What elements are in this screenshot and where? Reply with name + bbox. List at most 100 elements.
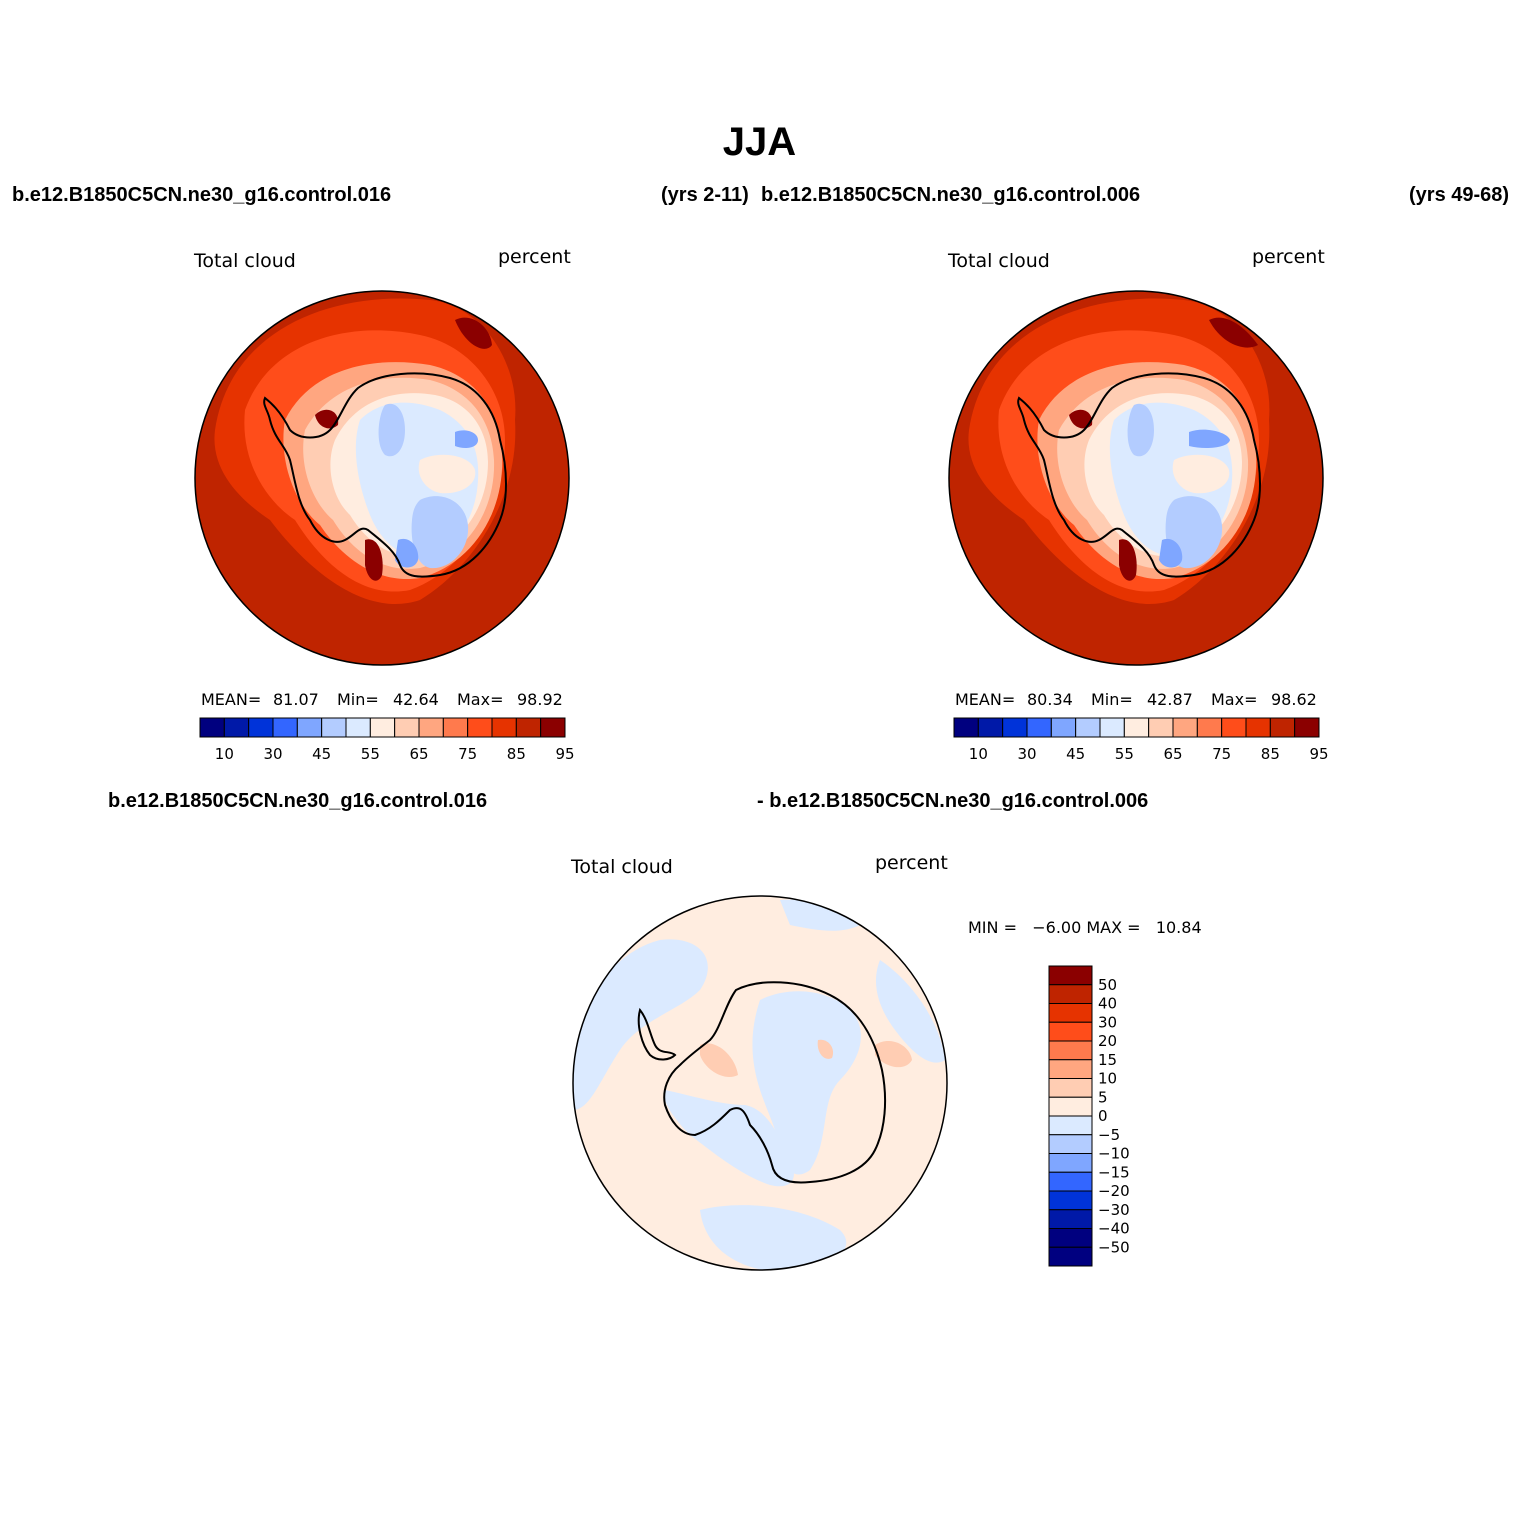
diff-header-right: - b.e12.B1850C5CN.ne30_g16.control.006 (757, 790, 1149, 812)
panel2-colorbar: 10 30 45 55 65 75 85 95 (953, 717, 1329, 763)
panel1-colorbar-box (442, 717, 469, 738)
panel2-colorbar-tick-label: 85 (1261, 745, 1280, 763)
panel1-colorbar-box (272, 717, 298, 738)
panel2-colorbar-tick-label: 65 (1163, 745, 1182, 763)
panel2-interior-light-patch (1172, 454, 1230, 494)
panel1-colorbar-box (369, 717, 396, 738)
diff-colorbar-box (1048, 1003, 1093, 1023)
diff-colorbar-box (1048, 1096, 1093, 1117)
diff-positive-spot-1 (875, 1040, 912, 1068)
panel2-colorbar-box (1099, 717, 1125, 738)
panel1-colorbar-tick-label: 75 (458, 745, 477, 763)
diff-colorbar-box (1048, 984, 1093, 1004)
diff-units-label: percent (875, 852, 948, 874)
panel1-colorbar-box (540, 717, 566, 738)
panel1-interior-blue-2 (378, 403, 469, 569)
diff-colorbar-tick-label: −40 (1098, 1220, 1130, 1238)
panel2-variable-label: Total cloud (948, 250, 1050, 272)
panel1-hotspot-3 (315, 409, 339, 429)
panel1-colorbar-tick-label: 85 (507, 745, 526, 763)
panel1-max-value: 98.92 (517, 690, 563, 709)
panel1-colorbar-box (296, 717, 323, 738)
panel2-colorbar-tick-label: 95 (1309, 745, 1328, 763)
panel2-units-label: percent (1252, 246, 1325, 268)
panel1-colorbar-tick-label: 45 (312, 745, 331, 763)
diff-colorbar-box (1048, 1209, 1093, 1229)
diff-colorbar-box (1048, 1153, 1093, 1173)
panel1-colorbar-box (223, 717, 250, 738)
panel2-mean-label: MEAN= (955, 690, 1016, 709)
panel2-min-value: 42.87 (1147, 690, 1193, 709)
diff-colorbar-box (1048, 1228, 1093, 1248)
panel1-max-label: Max= (457, 690, 504, 709)
panel1-units-label: percent (498, 246, 571, 268)
diff-colorbar-tick-label: −20 (1098, 1182, 1130, 1200)
panel2-interior-blue-3 (1159, 429, 1230, 568)
diff-colorbar-box (1048, 1115, 1093, 1136)
panel2-colorbar-box (977, 717, 1004, 738)
case1-name: b.e12.B1850C5CN.ne30_g16.control.016 (12, 184, 392, 206)
panel2-map-border (948, 290, 1324, 666)
diff-negative-region-2 (664, 1090, 794, 1187)
diff-colorbar-box (1048, 1246, 1093, 1267)
diff-colorbar-tick-label: 15 (1098, 1051, 1117, 1069)
panel1-colorbar-box (515, 717, 542, 738)
panel2-interior-blue-2 (1127, 403, 1223, 569)
panel1-mean-label: MEAN= (201, 690, 262, 709)
diff-antarctica-coast (637, 981, 887, 1184)
panel2-hotspot-3 (1069, 409, 1093, 429)
diff-negative-region-5 (875, 960, 945, 1063)
panel1-colorbar-box (467, 717, 493, 738)
diff-colorbar-box (1048, 1134, 1093, 1154)
panel1-hotspot-1 (365, 539, 383, 581)
panel2-antarctica-coast (1017, 372, 1261, 578)
diff-negative-region-1 (573, 939, 708, 1110)
panel2-colorbar-box (1148, 717, 1174, 738)
panel1-min-label: Min= (337, 690, 379, 709)
panel2-polar-map (949, 291, 1323, 665)
panel1-colorbar-tick-label: 95 (555, 745, 574, 763)
panel2-colorbar-tick-label: 55 (1115, 745, 1134, 763)
panel1-min-value: 42.64 (393, 690, 439, 709)
panel1-colorbar-tick-label: 55 (361, 745, 380, 763)
diff-colorbar-box (1048, 965, 1093, 986)
panel1-variable-label: Total cloud (194, 250, 296, 272)
diff-colorbar-tick-label: 20 (1098, 1032, 1117, 1050)
panel1-colorbar-box (199, 717, 225, 738)
diff-positive-spot-3 (817, 1039, 834, 1059)
panel1-colorbar-box (345, 717, 371, 738)
panel1-colorbar-box (394, 717, 420, 738)
panel2-colorbar-tick-label: 30 (1017, 745, 1036, 763)
panel2-colorbar-box (1294, 717, 1320, 738)
panel2-hotspot-2 (1209, 317, 1258, 348)
panel2-colorbar-box (1026, 717, 1052, 738)
diff-colorbar-box (1048, 1040, 1093, 1061)
diff-negative-region-4 (700, 1205, 847, 1270)
panel1-colorbar: 10 30 45 55 65 75 85 95 (199, 717, 575, 763)
panel2-colorbar-tick-label: 10 (969, 745, 988, 763)
case2-years: (yrs 49-68) (1409, 184, 1510, 206)
diff-colorbar-tick-label: −10 (1098, 1145, 1130, 1163)
diff-colorbar-tick-label: 0 (1098, 1107, 1108, 1125)
panel1-interior-blue-3 (395, 430, 478, 568)
panel1-colorbar-box (321, 717, 347, 738)
panel2-max-value: 98.62 (1271, 690, 1317, 709)
panel1-colorbar-tick-label: 65 (409, 745, 428, 763)
panel2-colorbar-tick-label: 75 (1212, 745, 1231, 763)
panel1-polar-map (195, 291, 569, 665)
diff-colorbar-tick-label: −50 (1098, 1238, 1130, 1256)
diff-colorbar-tick-label: 30 (1098, 1013, 1117, 1031)
panel1-colorbar-box (248, 717, 274, 738)
panel1-colorbar-tick-label: 10 (215, 745, 234, 763)
diff-colorbar-box (1048, 1021, 1093, 1042)
diff-colorbar-tick-label: 5 (1098, 1088, 1108, 1106)
panel1-interior-light-patch (418, 454, 476, 494)
diff-colorbar-box (1048, 1171, 1093, 1192)
panel2-colorbar-box (1075, 717, 1101, 738)
panel2-colorbar-box (1002, 717, 1028, 738)
panel1-hotspot-2 (455, 317, 492, 349)
diff-colorbar-tick-label: −5 (1098, 1126, 1120, 1144)
diff-positive-spot-2 (700, 1043, 738, 1078)
